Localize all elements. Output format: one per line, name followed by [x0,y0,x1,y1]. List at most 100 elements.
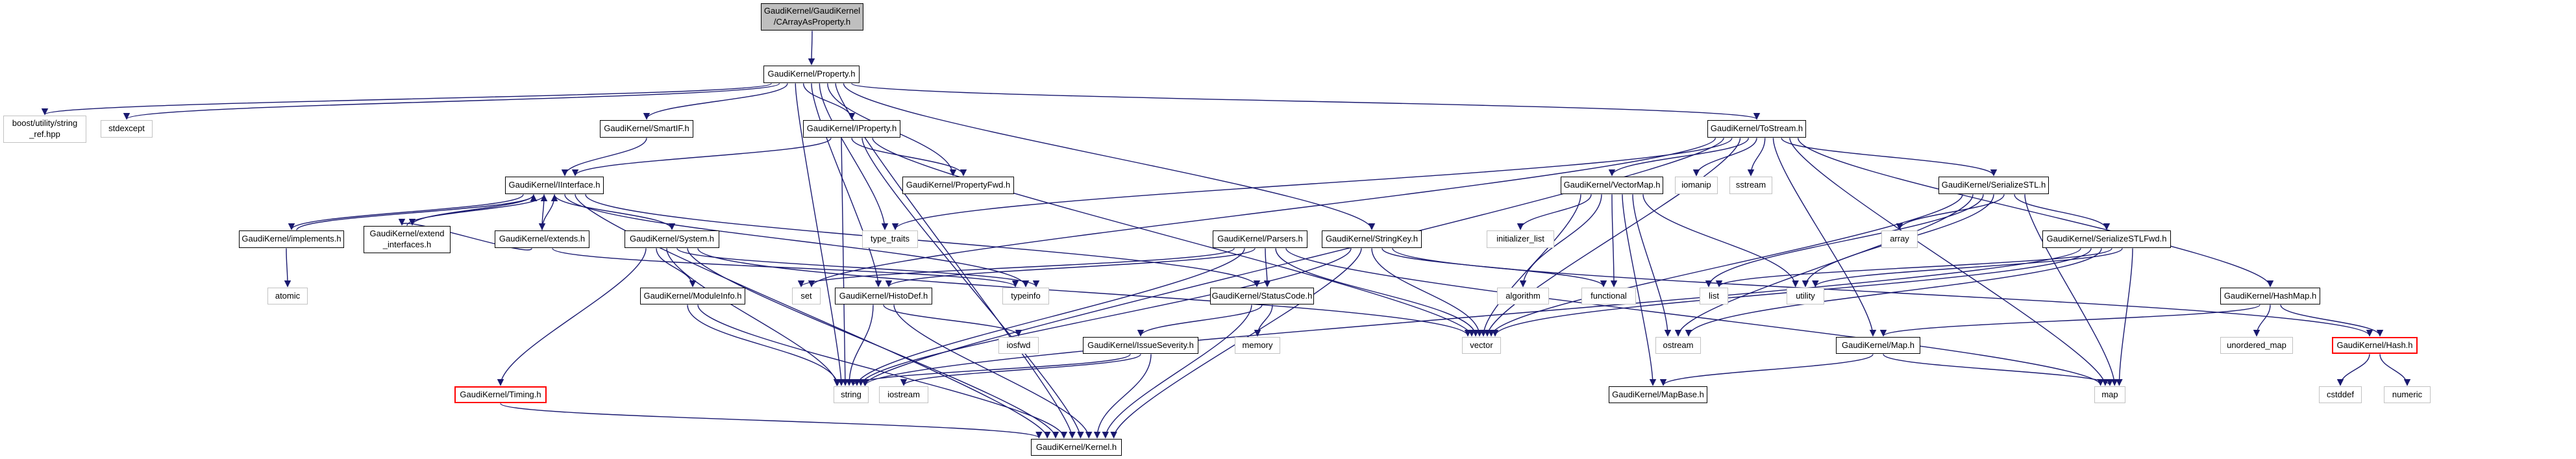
edge-system-to-kernel [687,248,1059,439]
graph-node-set: set [792,288,821,304]
graph-node-moduleinfo[interactable]: GaudiKernel/ModuleInfo.h [640,288,745,304]
edge-iinterface-to-kernel [575,194,1051,439]
edge-property-to-smartif [643,83,788,120]
edge-system-to-timing [497,248,647,386]
edge-histodef-to-iosfwd [883,304,1022,337]
edge-property-to-tostream [851,82,1760,120]
edge-property-to-type_traits [819,83,889,230]
graph-node-utility: utility [1787,288,1824,304]
graph-node-extends[interactable]: GaudiKernel/extends.h [495,230,589,248]
graph-node-hashmap[interactable]: GaudiKernel/HashMap.h [2220,288,2320,304]
graph-node-tostream[interactable]: GaudiKernel/ToStream.h [1707,120,1806,138]
graph-node-system[interactable]: GaudiKernel/System.h [625,230,719,248]
edge-statuscode-to-issueseverity [1137,304,1263,337]
graph-node-label: initializer_list [1496,234,1544,244]
graph-node-extend_interfaces[interactable]: GaudiKernel/extend _interfaces.h [364,226,451,253]
edge-vectormap-to-utility [1642,194,1799,288]
edge-property-to-string [795,83,845,386]
edge-hash-to-numeric [2379,354,2411,386]
graph-node-label: GaudiKernel/ModuleInfo.h [643,290,742,301]
edge-extend_interfaces-to-iinterface [406,194,548,226]
graph-node-timing[interactable]: GaudiKernel/Timing.h [454,386,547,403]
graph-node-string: string [834,386,869,403]
graph-node-hash[interactable]: GaudiKernel/Hash.h [2332,337,2418,354]
graph-node-propertyfwd[interactable]: GaudiKernel/PropertyFwd.h [902,177,1014,194]
edge-parsers-to-vector [1275,248,1480,337]
edge-smartif-to-iinterface [561,138,647,177]
graph-node-label: GaudiKernel/MapBase.h [1612,389,1704,399]
graph-node-label: utility [1796,290,1815,301]
graph-node-label: GaudiKernel/StatusCode.h [1211,290,1313,301]
edge-serializestl-to-map [2024,194,2118,386]
graph-node-gmap[interactable]: GaudiKernel/Map.h [1836,337,1920,354]
graph-node-sstream: sstream [1729,177,1772,194]
edge-tostream-to-map [1789,138,2109,386]
graph-node-label: GaudiKernel/SmartIF.h [604,123,689,134]
edge-tostream-to-vector [1483,138,1741,337]
graph-node-serializestl[interactable]: GaudiKernel/SerializeSTL.h [1938,177,2049,194]
graph-node-label: GaudiKernel/GaudiKernel [763,6,861,16]
graph-node-serializestlfwd[interactable]: GaudiKernel/SerializeSTLFwd.h [2042,230,2171,248]
edge-system-to-typeinfo [676,247,1040,288]
graph-node-label: numeric [2392,389,2423,399]
graph-node-label: GaudiKernel/Parsers.h [1217,234,1303,244]
graph-node-type_traits: type_traits [862,230,918,248]
graph-node-iproperty[interactable]: GaudiKernel/IProperty.h [803,120,900,138]
edge-hashmap-to-unordered_map [2253,304,2271,337]
edge-serializestlfwd-to-string [862,248,2081,386]
graph-node-property[interactable]: GaudiKernel/Property.h [763,66,860,83]
graph-node-label: _ref.hpp [29,129,60,139]
graph-node-implements[interactable]: GaudiKernel/implements.h [239,230,344,248]
edge-system-to-string [666,248,841,386]
graph-node-label: cstddef [2327,389,2354,399]
edge-tostream-to-type_traits [891,138,1733,230]
edge-serializestl-to-vector [1487,194,1963,337]
graph-node-label: GaudiKernel/SerializeSTLFwd.h [2046,234,2167,244]
edge-serializestlfwd-to-map [2116,248,2133,386]
graph-node-label: set [800,290,812,301]
graph-node-label: array [1890,234,1909,244]
edge-gmap-to-mapbase [1659,354,1874,386]
graph-node-mapbase[interactable]: GaudiKernel/MapBase.h [1609,386,1707,403]
graph-node-label: GaudiKernel/Kernel.h [1035,441,1117,452]
graph-node-ostream: ostream [1655,337,1701,354]
graph-node-smartif[interactable]: GaudiKernel/SmartIF.h [600,120,693,138]
edge-implements-to-atomic [284,248,291,288]
graph-node-parsers[interactable]: GaudiKernel/Parsers.h [1213,230,1307,248]
graph-node-label: GaudiKernel/StringKey.h [1325,234,1418,244]
edge-hash-to-cstddef [2336,354,2370,386]
graph-node-statuscode[interactable]: GaudiKernel/StatusCode.h [1210,288,1314,304]
edge-vectormap-to-algorithm [1519,194,1602,288]
graph-node-vectormap[interactable]: GaudiKernel/VectorMap.h [1561,177,1663,194]
edge-histodef-to-string [845,304,874,386]
graph-node-kernel[interactable]: GaudiKernel/Kernel.h [1031,439,1122,456]
graph-node-label: boost/utility/string [12,118,78,129]
edge-parsers-to-statuscode [1263,248,1271,288]
edge-main-to-property [808,31,815,66]
graph-node-issueseverity[interactable]: GaudiKernel/IssueSeverity.h [1083,337,1198,354]
graph-node-histodef[interactable]: GaudiKernel/HistoDef.h [835,288,932,304]
graph-node-label: list [1709,290,1719,301]
edge-serializestlfwd-to-list [1715,247,2112,288]
graph-node-numeric: numeric [2384,386,2431,403]
edge-tostream-to-hashmap [1797,138,2274,288]
edge-hashmap-to-gmap [1880,304,2260,337]
graph-node-label: unordered_map [2227,340,2286,350]
edge-gmap-to-map [1883,353,2114,386]
graph-node-label: string [841,389,861,399]
graph-node-memory: memory [1235,337,1280,354]
edge-parsers-to-histodef [885,247,1256,288]
graph-node-label: GaudiKernel/implements.h [242,234,341,244]
graph-node-array: array [1881,230,1918,248]
edge-stringkey-to-hash [1392,248,2373,337]
graph-node-label: typeinfo [1011,290,1041,301]
edge-tostream-to-gmap [1772,138,1877,337]
graph-node-iinterface[interactable]: GaudiKernel/IInterface.h [505,177,604,194]
graph-node-stringkey[interactable]: GaudiKernel/StringKey.h [1322,230,1422,248]
graph-node-label: iomanip [1681,180,1711,190]
graph-node-iosfwd: iosfwd [998,337,1039,354]
edge-iinterface-to-implements [288,194,524,230]
edge-property-to-histodef [811,83,882,288]
